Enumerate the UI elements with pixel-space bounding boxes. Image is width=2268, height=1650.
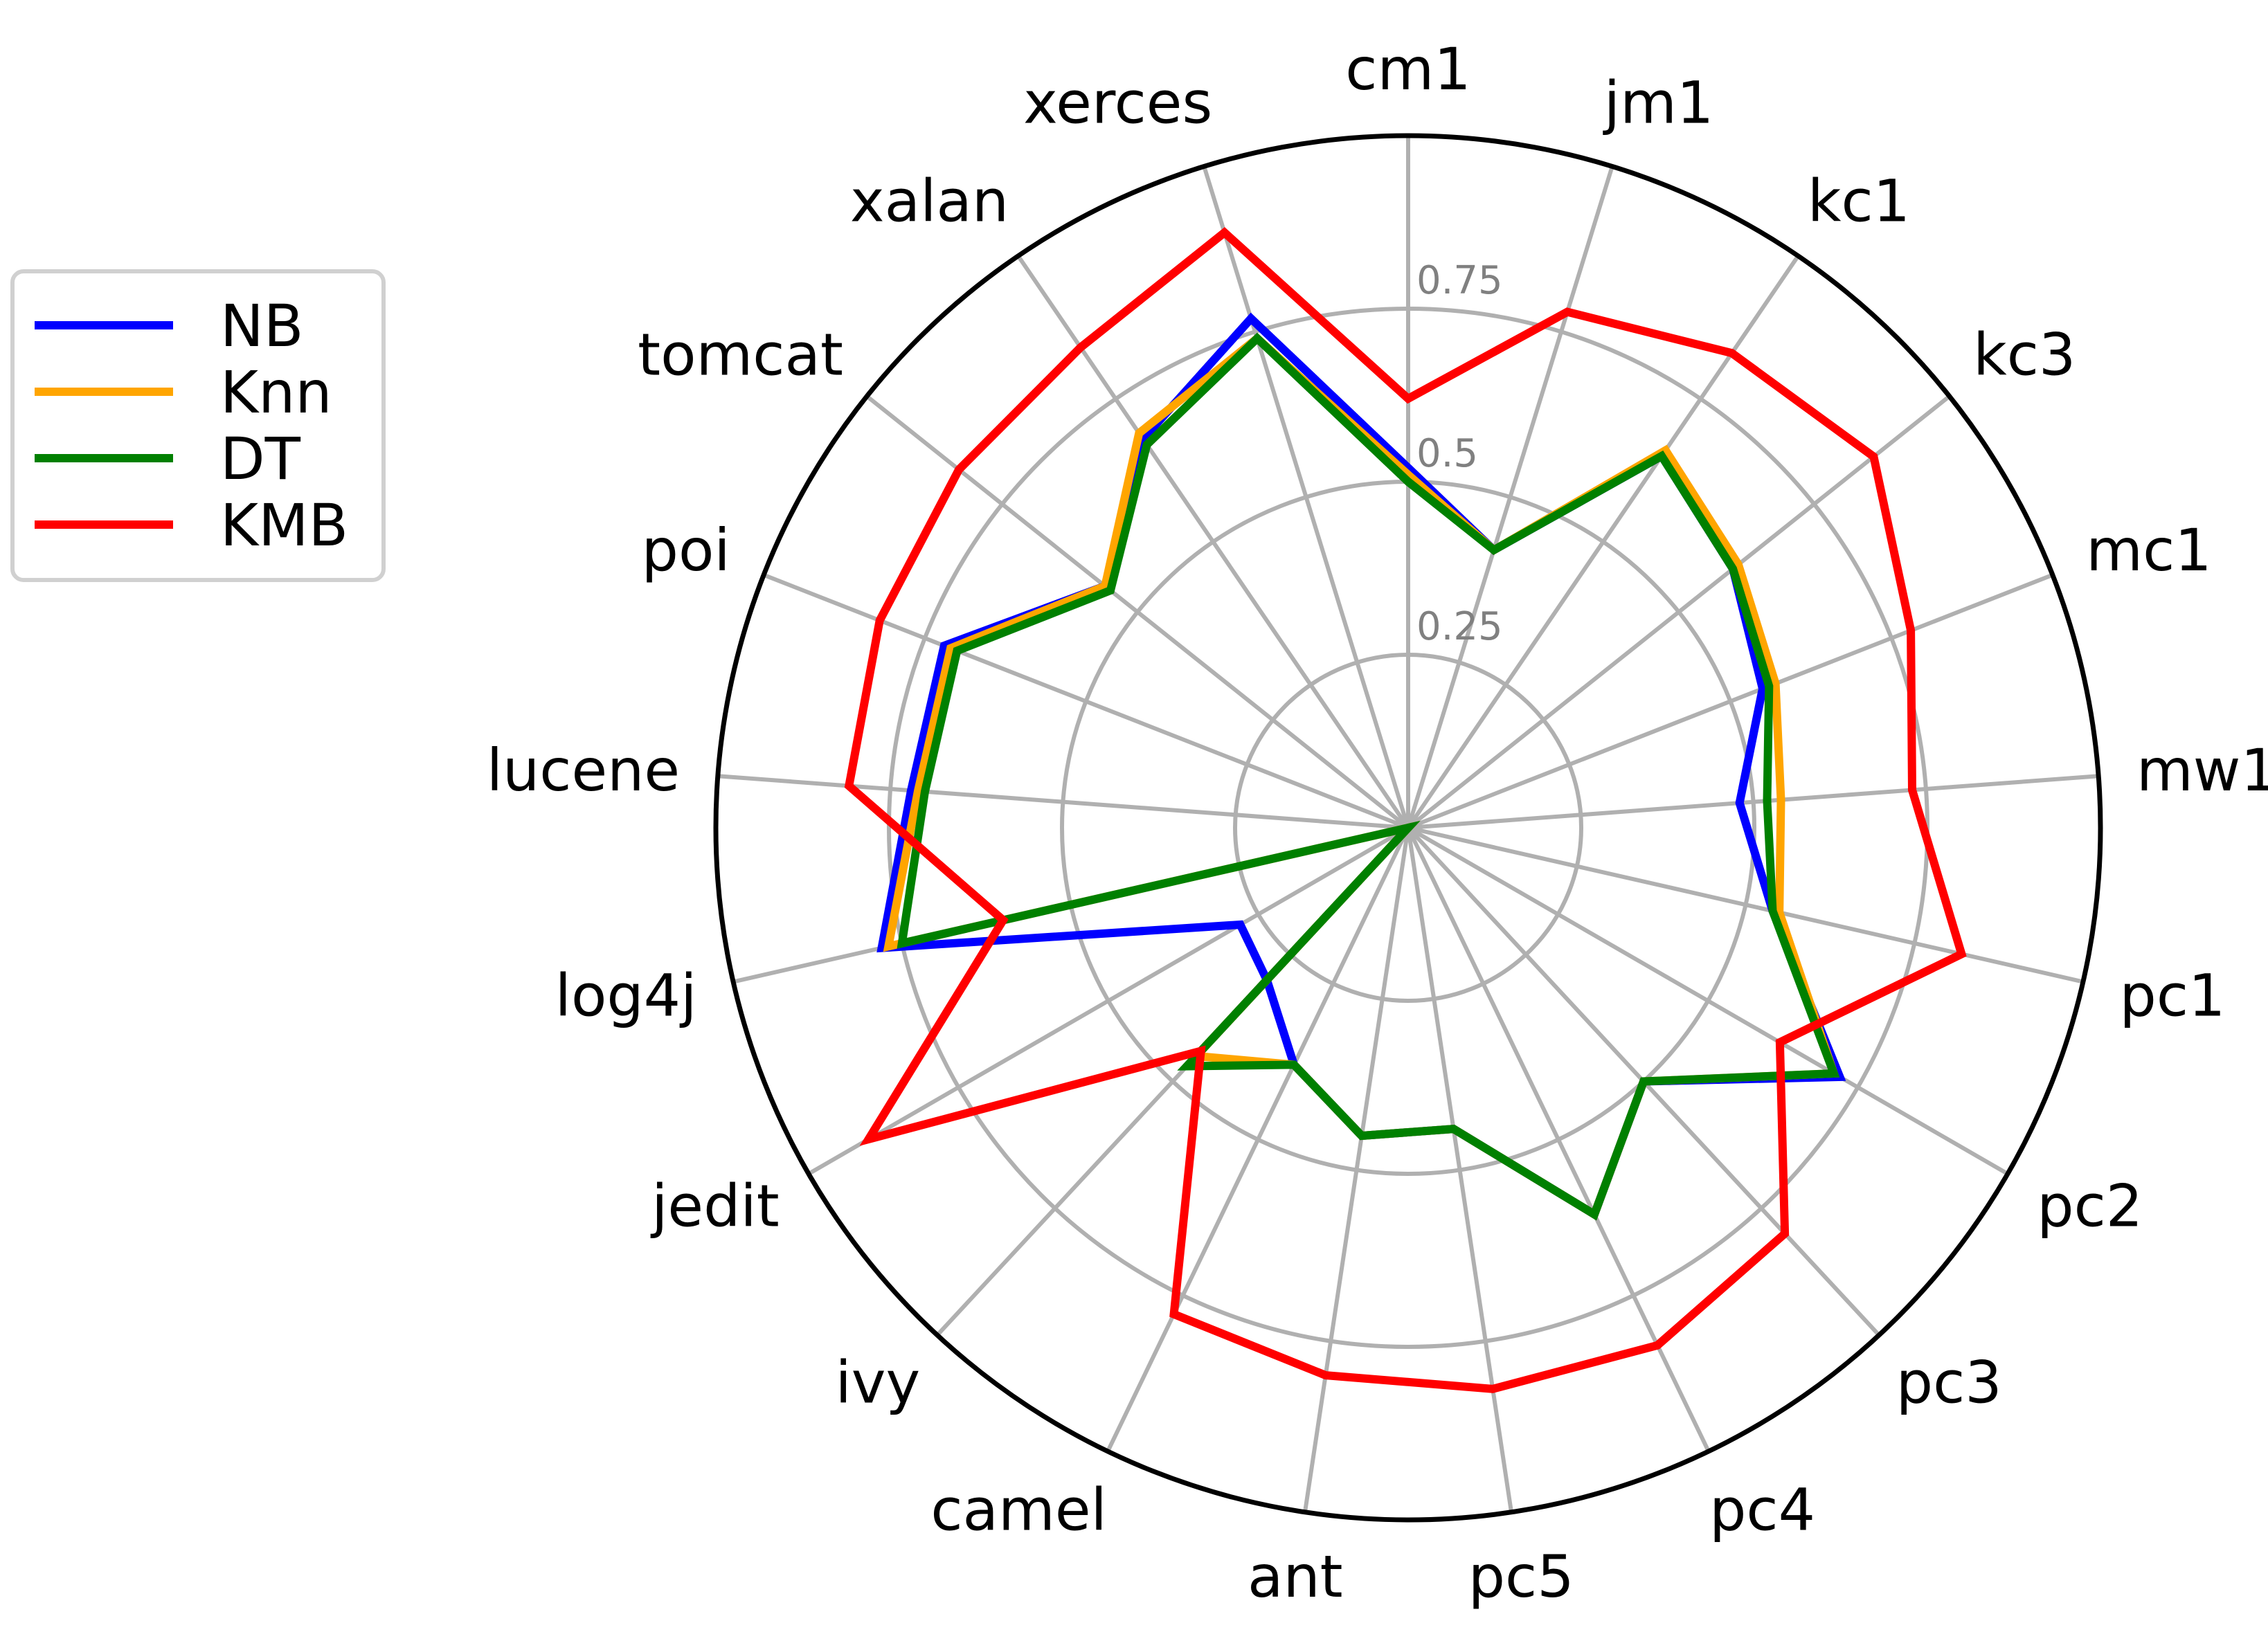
spoke-mw1	[1407, 774, 2099, 830]
r-tick-label: 0.5	[1416, 431, 1478, 476]
spoke-xalan	[1016, 255, 1410, 829]
category-label-tomcat: tomcat	[638, 320, 843, 388]
r-tick-label: 0.75	[1416, 258, 1503, 303]
spoke-poi	[763, 572, 1410, 830]
legend-label-Knn: Knn	[220, 359, 332, 426]
category-label-log4j: log4j	[555, 962, 697, 1030]
category-label-jedit: jedit	[650, 1172, 780, 1240]
category-label-xalan: xalan	[850, 167, 1009, 235]
spoke-kc3	[1407, 395, 1951, 830]
spoke-ant	[1302, 827, 1410, 1513]
spoke-jm1	[1406, 165, 1614, 828]
category-label-mw1: mw1	[2136, 736, 2268, 804]
spoke-mc1	[1407, 572, 2053, 830]
category-label-kc3: kc3	[1973, 320, 2076, 388]
spoke-pc5	[1406, 827, 1514, 1513]
spoke-pc1	[1407, 826, 2084, 984]
category-label-kc1: kc1	[1808, 167, 1910, 235]
category-label-ant: ant	[1248, 1543, 1343, 1611]
series-DT	[897, 332, 1840, 1221]
category-label-pc4: pc4	[1709, 1476, 1815, 1544]
series-KMB	[844, 227, 1967, 1393]
spoke-lucene	[717, 774, 1409, 830]
category-label-ivy: ivy	[835, 1349, 920, 1417]
category-label-poi: poi	[642, 516, 730, 584]
category-label-pc5: pc5	[1468, 1543, 1574, 1611]
category-label-pc3: pc3	[1896, 1349, 2002, 1417]
category-label-pc2: pc2	[2037, 1172, 2143, 1240]
category-label-jm1: jm1	[1603, 69, 1714, 137]
legend-frame	[10, 269, 386, 582]
legend-label-KMB: KMB	[220, 491, 348, 559]
category-label-xerces: xerces	[1023, 69, 1212, 137]
category-label-camel: camel	[930, 1476, 1107, 1544]
category-label-cm1: cm1	[1345, 35, 1470, 103]
spoke-kc1	[1406, 255, 1800, 829]
spoke-jedit	[807, 826, 1410, 1176]
category-label-mc1: mc1	[2086, 516, 2211, 584]
category-label-lucene: lucene	[487, 736, 680, 804]
spoke-camel	[1106, 826, 1410, 1453]
legend-label-NB: NB	[220, 292, 303, 360]
category-labels: cm1 jm1 kc1 kc3 mc1 mw1 pc1 pc2 pc3 pc4 pc5 ant came…	[487, 35, 2268, 1611]
category-label-pc1: pc1	[2120, 962, 2226, 1030]
spoke-xerces	[1202, 165, 1410, 828]
outer-frame	[713, 133, 2103, 1523]
r-tick-label: 0.25	[1416, 604, 1503, 649]
radar-series	[844, 227, 1967, 1393]
spoke-pc2	[1407, 826, 2009, 1176]
legend-label-DT: DT	[220, 425, 301, 493]
